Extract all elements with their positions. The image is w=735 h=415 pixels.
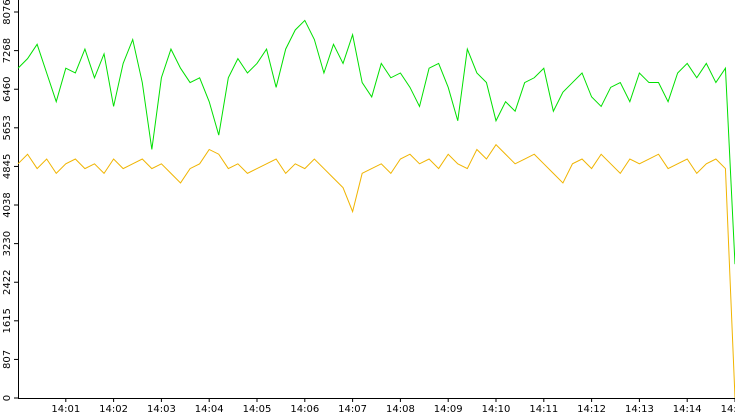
x-tick-label: 14:05: [243, 404, 272, 415]
x-tick-label: 14:11: [529, 404, 558, 415]
x-tick-label: 14:02: [99, 404, 128, 415]
x-tick-label: 14:14: [673, 404, 702, 415]
y-tick-label: 2422: [2, 270, 13, 295]
y-tick-label: 807: [2, 350, 13, 369]
y-tick-label: 7268: [2, 38, 13, 63]
x-tick-label: 14:04: [195, 404, 224, 415]
y-tick-label: 6460: [2, 77, 13, 102]
x-tick-label: 14:06: [290, 404, 319, 415]
y-tick-label: 1615: [2, 308, 13, 333]
x-tick-label: 14:07: [338, 404, 367, 415]
y-tick-label: 0: [2, 395, 13, 401]
x-tick-label: 14:13: [625, 404, 654, 415]
y-tick-label: 5653: [2, 115, 13, 140]
y-tick-label: 3230: [2, 231, 13, 256]
x-tick-label: 14:08: [386, 404, 415, 415]
x-tick-label: 14:09: [434, 404, 463, 415]
series-line: [17, 143, 735, 399]
x-tick-label: 14:03: [147, 404, 176, 415]
series-line: [17, 19, 735, 265]
y-tick-label: 4845: [2, 154, 13, 179]
x-tick-label: 14:15: [721, 404, 735, 415]
y-tick-label: 4038: [2, 192, 13, 217]
x-tick-label: 14:12: [577, 404, 606, 415]
y-tick-label: 8076: [2, 0, 13, 25]
x-tick-label: 14:10: [482, 404, 511, 415]
x-tick-label: 14:01: [51, 404, 80, 415]
